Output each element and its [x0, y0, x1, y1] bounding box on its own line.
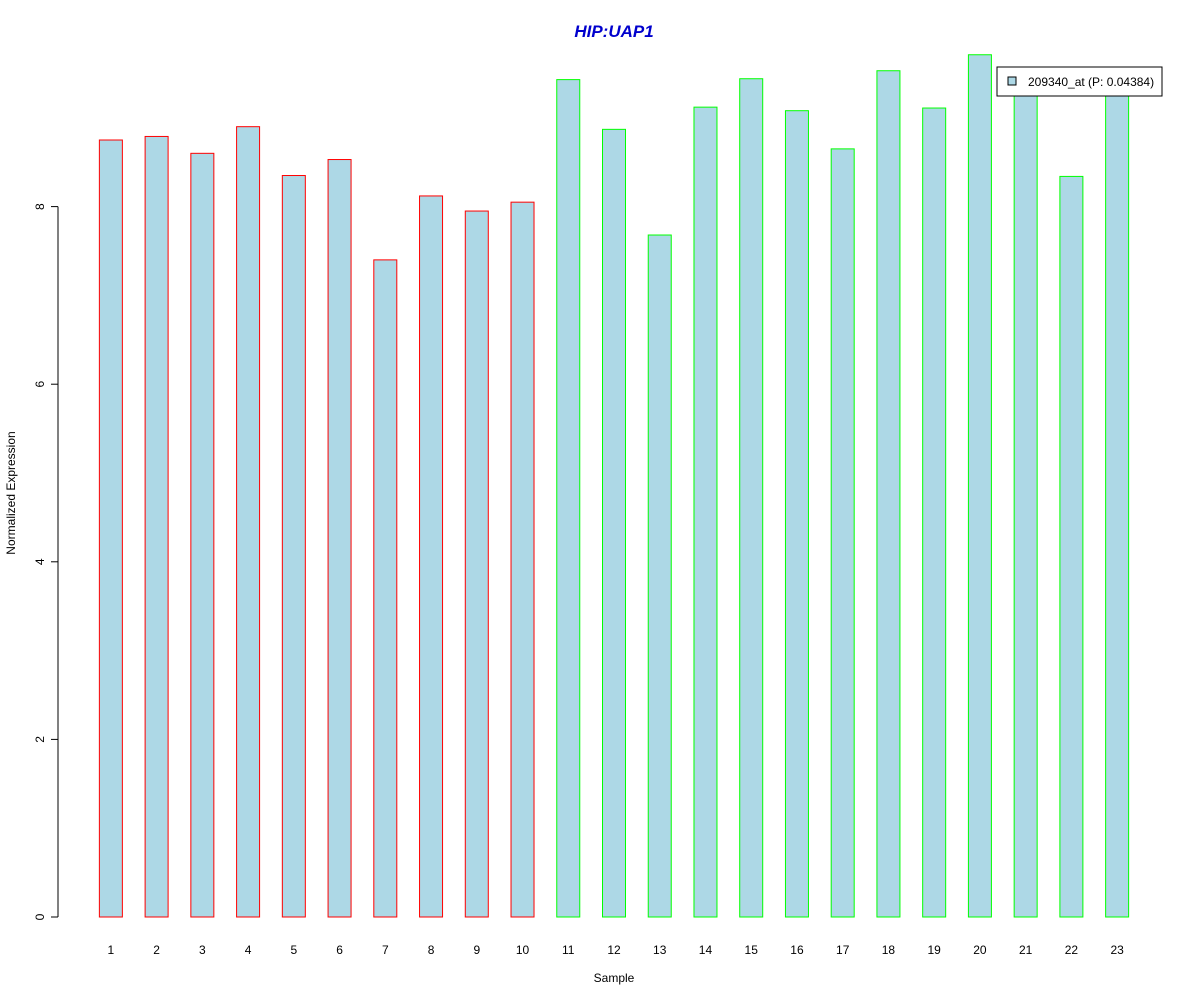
x-axis-title: Sample — [594, 971, 635, 985]
bar — [1013, 90, 1038, 918]
bar — [602, 128, 626, 918]
bar — [510, 201, 535, 918]
bar — [98, 139, 123, 918]
bar — [556, 79, 581, 918]
bar — [830, 148, 855, 918]
x-tick-label: 17 — [836, 943, 850, 957]
y-axis: 0 2 4 6 8 — [33, 203, 59, 920]
bar — [464, 210, 489, 918]
y-tick-label: 4 — [33, 558, 47, 565]
x-axis-labels: 1 2 3 4 5 6 7 8 9 10 11 12 13 14 15 16 17 18 19 20 21 22 23 — [108, 943, 1125, 957]
x-tick-label: 4 — [245, 943, 252, 957]
bar — [693, 106, 718, 918]
x-tick-label: 10 — [516, 943, 530, 957]
bar — [144, 135, 169, 918]
bar — [373, 259, 398, 918]
x-tick-label: 12 — [607, 943, 621, 957]
x-tick-label: 2 — [153, 943, 160, 957]
x-tick-label: 6 — [336, 943, 343, 957]
x-tick-label: 11 — [562, 943, 575, 957]
x-tick-label: 18 — [882, 943, 896, 957]
x-tick-label: 22 — [1065, 943, 1079, 957]
x-tick-label: 8 — [428, 943, 435, 957]
bar — [190, 152, 215, 918]
bar — [739, 78, 764, 918]
x-tick-label: 19 — [927, 943, 941, 957]
bar — [236, 126, 261, 918]
x-tick-label: 5 — [290, 943, 297, 957]
bar — [1105, 93, 1130, 918]
x-tick-label: 9 — [473, 943, 480, 957]
chart-title: HIP:UAP1 — [574, 22, 653, 41]
x-tick-label: 16 — [790, 943, 804, 957]
y-tick-label: 6 — [33, 381, 47, 388]
bar — [876, 70, 901, 918]
legend-box — [996, 66, 1163, 97]
x-tick-label: 14 — [699, 943, 713, 957]
bar — [419, 195, 444, 918]
y-axis-title: Normalized Expression — [4, 431, 18, 554]
bars — [98, 54, 1130, 918]
bar — [784, 110, 809, 918]
bar — [1059, 175, 1084, 918]
legend: 209340_at (P: 0.04384) — [996, 66, 1163, 97]
legend-swatch — [1007, 76, 1017, 86]
legend-label: 209340_at (P: 0.04384) — [1028, 75, 1154, 89]
bar — [647, 234, 672, 918]
bar — [967, 54, 992, 918]
y-tick-label: 0 — [33, 913, 47, 920]
x-tick-label: 3 — [199, 943, 206, 957]
y-tick-label: 8 — [33, 203, 47, 210]
bar — [281, 175, 306, 918]
x-tick-label: 21 — [1019, 943, 1033, 957]
x-tick-label: 20 — [973, 943, 987, 957]
x-tick-label: 15 — [745, 943, 759, 957]
x-tick-label: 13 — [653, 943, 667, 957]
y-tick-label: 2 — [33, 736, 47, 743]
bar — [327, 159, 352, 918]
bar — [922, 107, 947, 918]
x-tick-label: 7 — [382, 943, 389, 957]
x-tick-label: 23 — [1110, 943, 1124, 957]
x-tick-label: 1 — [108, 943, 115, 957]
